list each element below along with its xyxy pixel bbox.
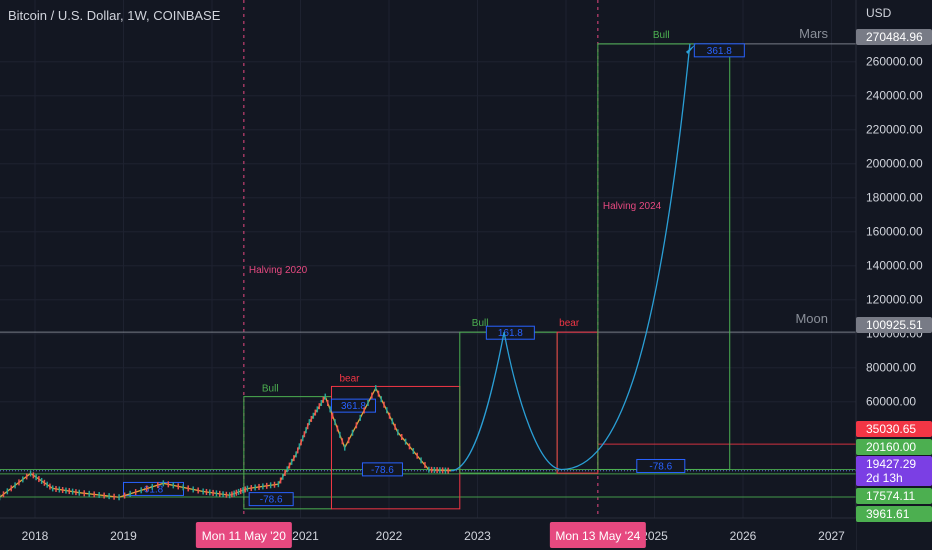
bear-label: bear xyxy=(339,373,360,384)
y-tick-label: 120000.00 xyxy=(866,293,923,307)
x-tick-label: 2019 xyxy=(110,529,137,543)
fib-box xyxy=(693,43,745,58)
symbol-title: Bitcoin / U.S. Dollar, 1W, COINBASE xyxy=(8,8,221,23)
price-label-value: 100925.51 xyxy=(866,318,923,332)
halving-2020-label: Halving 2020 xyxy=(249,265,308,276)
price-label-badge xyxy=(856,506,932,522)
price-label-badge xyxy=(856,456,932,486)
date-badge-label: Mon 13 May '24 xyxy=(555,529,640,543)
price-label-value: 20160.00 xyxy=(866,440,916,454)
price-label-badge xyxy=(856,29,932,45)
x-tick-label: 2027 xyxy=(818,529,845,543)
y-tick-label: 60000.00 xyxy=(866,395,916,409)
fib-box xyxy=(248,492,294,507)
price-label-value: 3961.61 xyxy=(866,507,910,521)
y-tick-label: 240000.00 xyxy=(866,89,923,103)
price-label-value: 35030.65 xyxy=(866,422,916,436)
date-badge xyxy=(549,522,646,548)
price-label-value: 17574.11 xyxy=(866,489,915,503)
fib-label: 361.8 xyxy=(341,401,366,412)
projection-curve xyxy=(450,43,691,472)
x-tick-label: 2026 xyxy=(730,529,757,543)
y-tick-label: 80000.00 xyxy=(866,361,916,375)
price-label-badge xyxy=(856,488,932,504)
date-badge-label: Mon 11 May '20 xyxy=(202,529,286,543)
currency-label: USD xyxy=(866,6,892,20)
moon-label: Moon xyxy=(795,311,828,326)
x-tick-label: 2023 xyxy=(464,529,491,543)
fib-label: -78.6 xyxy=(371,465,394,476)
fib-label: 361.8 xyxy=(707,46,732,57)
y-tick-label: 140000.00 xyxy=(866,259,923,273)
y-tick-label: 260000.00 xyxy=(866,55,923,69)
date-badge xyxy=(195,522,292,548)
x-tick-label: 2022 xyxy=(376,529,403,543)
bear-label: bear xyxy=(559,318,580,329)
price-label-countdown: 2d 13h xyxy=(866,471,903,485)
projection-arrow-icon xyxy=(685,43,696,54)
fib-box xyxy=(361,462,403,477)
fib-box xyxy=(485,325,535,340)
x-tick-label: 2021 xyxy=(292,529,319,543)
bull-label: Bull xyxy=(472,318,489,329)
x-tick-label: 2018 xyxy=(22,529,49,543)
y-tick-label: 220000.00 xyxy=(866,123,923,137)
fib-label: -78.6 xyxy=(649,461,672,472)
price-label-badge xyxy=(856,317,932,333)
bull-label: Bull xyxy=(653,30,670,41)
y-tick-label: 160000.00 xyxy=(866,225,923,239)
price-label-value: 270484.96 xyxy=(866,30,923,44)
x-axis-panel xyxy=(0,518,856,550)
price-label-value: 19427.29 xyxy=(866,457,916,471)
fib-label: 161.8 xyxy=(498,328,523,339)
bull-label: Bull xyxy=(262,384,279,395)
price-label-badge xyxy=(856,439,932,455)
fib-label: -78.6 xyxy=(260,495,283,506)
mars-label: Mars xyxy=(799,26,828,41)
halving-2024-label: Halving 2024 xyxy=(603,201,662,212)
y-tick-label: 180000.00 xyxy=(866,191,923,205)
y-tick-label: 200000.00 xyxy=(866,157,923,171)
fib-box xyxy=(636,458,686,473)
price-label-badge xyxy=(856,421,932,437)
fib-label: 61.8 xyxy=(144,484,164,495)
x-tick-label: 2025 xyxy=(641,529,668,543)
